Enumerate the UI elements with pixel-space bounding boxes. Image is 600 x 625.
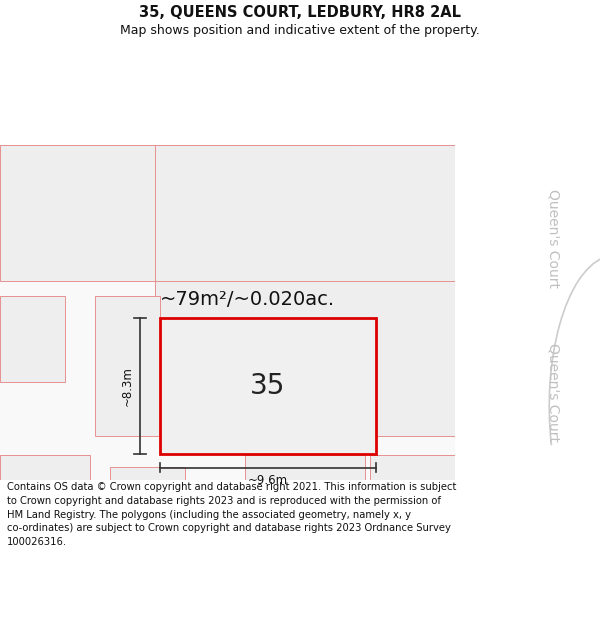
Bar	[95, 296, 160, 436]
Text: Contains OS data © Crown copyright and database right 2021. This information is : Contains OS data © Crown copyright and d…	[7, 482, 457, 547]
Bar	[245, 455, 365, 502]
Text: 35, QUEENS COURT, LEDBURY, HR8 2AL: 35, QUEENS COURT, LEDBURY, HR8 2AL	[139, 5, 461, 20]
Bar	[370, 455, 455, 502]
Text: ~79m²/~0.020ac.: ~79m²/~0.020ac.	[160, 289, 335, 309]
Bar	[0, 455, 90, 502]
Text: Queen's Court: Queen's Court	[547, 189, 560, 288]
Bar	[0, 145, 155, 281]
Text: ~9.6m: ~9.6m	[248, 474, 288, 487]
Text: ~8.3m: ~8.3m	[121, 366, 134, 406]
Bar	[0, 145, 155, 281]
Bar	[110, 467, 185, 502]
Text: Queen's Court: Queen's Court	[547, 343, 560, 442]
Text: 35: 35	[250, 372, 286, 400]
Bar	[155, 281, 455, 436]
Bar	[255, 145, 350, 281]
Bar	[0, 296, 65, 381]
Bar	[155, 145, 455, 281]
Text: Map shows position and indicative extent of the property.: Map shows position and indicative extent…	[120, 24, 480, 37]
Bar	[155, 145, 255, 281]
Bar	[160, 318, 376, 454]
